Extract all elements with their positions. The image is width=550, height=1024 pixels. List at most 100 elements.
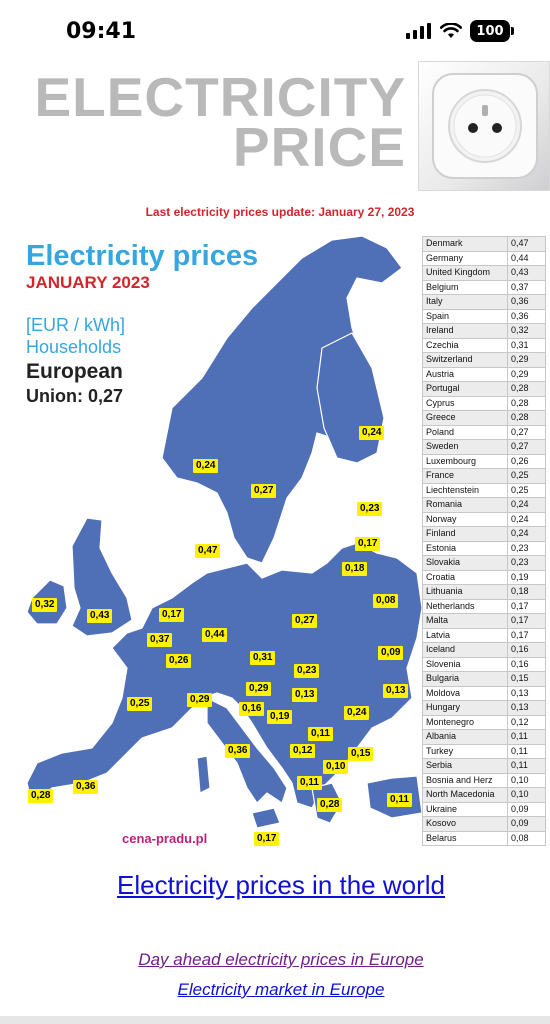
map-price-label: 0,18 xyxy=(342,562,368,576)
price-cell: 0,37 xyxy=(507,279,546,295)
price-cell: 0,18 xyxy=(507,584,546,600)
table-row: Estonia 0,23 xyxy=(422,540,546,556)
price-cell: 0,16 xyxy=(507,656,546,672)
table-row: North Macedonia 0,10 xyxy=(422,787,546,803)
table-row: Hungary 0,13 xyxy=(422,700,546,716)
country-cell: Finland xyxy=(422,526,508,542)
country-cell: Estonia xyxy=(422,540,508,556)
map-price-label: 0,17 xyxy=(355,537,381,551)
table-row: Norway 0,24 xyxy=(422,511,546,527)
map-price-label: 0,16 xyxy=(239,702,265,716)
table-row: Luxembourg 0,26 xyxy=(422,453,546,469)
price-cell: 0,29 xyxy=(507,366,546,382)
day-ahead-prices-link[interactable]: Day ahead electricity prices in Europe xyxy=(138,950,424,969)
table-row: United Kingdom 0,43 xyxy=(422,265,546,281)
country-cell: Greece xyxy=(422,410,508,426)
table-row: Poland 0,27 xyxy=(422,424,546,440)
map-price-label: 0,26 xyxy=(166,654,192,668)
table-row: Germany 0,44 xyxy=(422,250,546,266)
table-row: Romania 0,24 xyxy=(422,497,546,513)
table-row: Croatia 0,19 xyxy=(422,569,546,585)
table-row: Slovenia 0,16 xyxy=(422,656,546,672)
country-cell: Italy xyxy=(422,294,508,310)
price-cell: 0,29 xyxy=(507,352,546,368)
price-cell: 0,19 xyxy=(507,569,546,585)
country-cell: Sweden xyxy=(422,439,508,455)
map-segment: Households xyxy=(26,337,122,357)
electricity-market-link[interactable]: Electricity market in Europe xyxy=(177,980,385,999)
map-price-label: 0,29 xyxy=(187,693,213,707)
table-row: Lithuania 0,18 xyxy=(422,584,546,600)
eu-average: European Union: 0,27 xyxy=(26,359,196,409)
country-cell: Ireland xyxy=(422,323,508,339)
country-cell: France xyxy=(422,468,508,484)
price-cell: 0,10 xyxy=(507,787,546,803)
country-cell: Croatia xyxy=(422,569,508,585)
map-price-label: 0,27 xyxy=(251,484,277,498)
table-row: Greece 0,28 xyxy=(422,410,546,426)
table-row: Malta 0,17 xyxy=(422,613,546,629)
price-cell: 0,25 xyxy=(507,468,546,484)
map-unit-block: [EUR / kWh] Households xyxy=(26,314,125,358)
price-cell: 0,17 xyxy=(507,613,546,629)
map-price-label: 0,29 xyxy=(246,682,272,696)
country-cell: Bosnia and Herz xyxy=(422,772,508,788)
source-site-label: cena-pradu.pl xyxy=(122,831,208,846)
map-month: JANUARY 2023 xyxy=(26,273,150,292)
country-cell: Cyprus xyxy=(422,395,508,411)
price-cell: 0,24 xyxy=(507,511,546,527)
map-price-label: 0,12 xyxy=(290,744,316,758)
map-price-label: 0,27 xyxy=(292,614,318,628)
price-cell: 0,11 xyxy=(507,758,546,774)
map-price-label: 0,23 xyxy=(357,502,383,516)
table-row: Czechia 0,31 xyxy=(422,337,546,353)
country-cell: Turkey xyxy=(422,743,508,759)
table-row: Iceland 0,16 xyxy=(422,642,546,658)
country-cell: Malta xyxy=(422,613,508,629)
table-row: Cyprus 0,28 xyxy=(422,395,546,411)
headline-line1: ELECTRICITY xyxy=(34,66,406,128)
country-cell: United Kingdom xyxy=(422,265,508,281)
map-price-label: 0,13 xyxy=(383,684,409,698)
map-price-label: 0,24 xyxy=(193,459,219,473)
table-row: Belarus 0,08 xyxy=(422,830,546,846)
country-cell: Moldova xyxy=(422,685,508,701)
price-cell: 0,09 xyxy=(507,801,546,817)
country-cell: Austria xyxy=(422,366,508,382)
cellular-signal-icon xyxy=(406,23,431,39)
power-socket-icon xyxy=(432,73,538,179)
price-cell: 0,13 xyxy=(507,685,546,701)
map-price-label: 0,11 xyxy=(308,727,333,741)
table-row: Kosovo 0,09 xyxy=(422,816,546,832)
price-cell: 0,27 xyxy=(507,439,546,455)
country-cell: Romania xyxy=(422,497,508,513)
table-row: Netherlands 0,17 xyxy=(422,598,546,614)
map-price-label: 0,28 xyxy=(317,798,343,812)
country-cell: Norway xyxy=(422,511,508,527)
table-row: Ireland 0,32 xyxy=(422,323,546,339)
map-price-label: 0,10 xyxy=(323,760,349,774)
browser-bottom-bar xyxy=(0,1016,550,1024)
country-cell: Slovenia xyxy=(422,656,508,672)
map-price-label: 0,13 xyxy=(292,688,318,702)
map-price-label: 0,08 xyxy=(373,594,399,608)
country-cell: Belarus xyxy=(422,830,508,846)
table-row: Ukraine 0,09 xyxy=(422,801,546,817)
map-price-label: 0,15 xyxy=(348,747,374,761)
table-row: Sweden 0,27 xyxy=(422,439,546,455)
map-price-label: 0,36 xyxy=(73,780,99,794)
europe-map-graphic xyxy=(26,235,422,829)
status-bar: 09:41 100 xyxy=(0,0,550,60)
country-cell: Spain xyxy=(422,308,508,324)
country-cell: Serbia xyxy=(422,758,508,774)
price-cell: 0,17 xyxy=(507,598,546,614)
eu-value: Union: 0,27 xyxy=(26,386,124,406)
map-price-label: 0,28 xyxy=(28,789,54,803)
country-cell: Liechtenstein xyxy=(422,482,508,498)
price-cell: 0,26 xyxy=(507,453,546,469)
power-socket-image xyxy=(418,61,550,191)
map-price-label: 0,43 xyxy=(87,609,113,623)
price-cell: 0,28 xyxy=(507,395,546,411)
country-cell: Denmark xyxy=(422,236,508,252)
world-prices-link[interactable]: Electricity prices in the world xyxy=(117,870,445,900)
